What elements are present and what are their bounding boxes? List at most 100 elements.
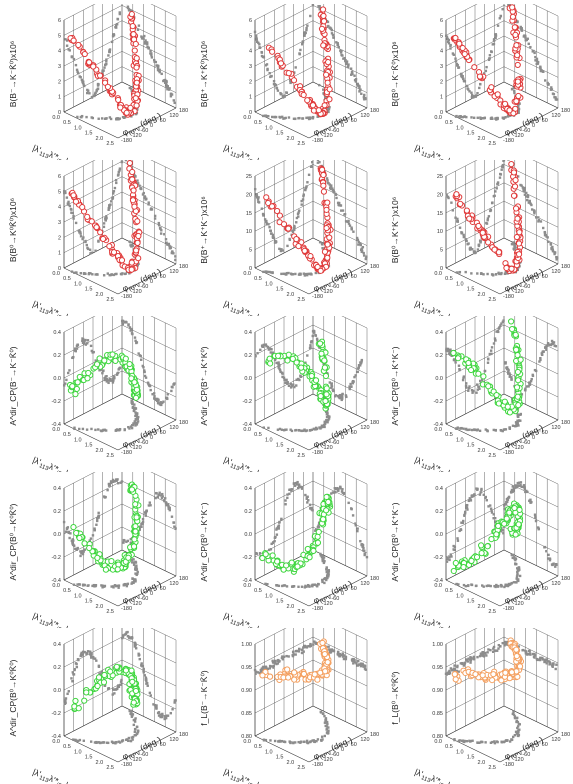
projection-point bbox=[162, 400, 165, 403]
z-tick-label: 1 bbox=[58, 251, 61, 257]
projection-point bbox=[78, 427, 81, 431]
projection-point bbox=[534, 59, 537, 62]
projection-point bbox=[271, 351, 275, 354]
projection-point bbox=[275, 533, 279, 536]
projection-point bbox=[326, 573, 329, 577]
projection-point bbox=[71, 211, 74, 215]
projection-point bbox=[502, 532, 505, 535]
projection-point bbox=[451, 209, 455, 212]
projection-point bbox=[342, 57, 345, 60]
z-tick-label: 0.2 bbox=[53, 665, 61, 671]
projection-point bbox=[510, 582, 513, 585]
projection-point bbox=[94, 428, 97, 432]
projection-point bbox=[460, 72, 463, 76]
projection-point bbox=[535, 216, 538, 219]
phi-tick-label: -180 bbox=[121, 294, 132, 300]
projection-point bbox=[288, 492, 291, 496]
projection-point bbox=[297, 585, 300, 588]
projection-point bbox=[273, 358, 277, 362]
projection-point bbox=[160, 715, 164, 719]
projection-point bbox=[96, 741, 100, 744]
data-point bbox=[488, 84, 495, 91]
gridline bbox=[121, 347, 177, 375]
projection-point bbox=[166, 243, 169, 246]
projection-point bbox=[354, 522, 357, 525]
data-point bbox=[508, 318, 515, 325]
projection-point bbox=[465, 382, 468, 385]
data-point bbox=[506, 509, 513, 516]
projection-point bbox=[97, 117, 100, 120]
projection-point bbox=[284, 381, 287, 385]
projection-point bbox=[169, 95, 173, 98]
projection-point bbox=[132, 581, 135, 585]
data-point bbox=[259, 554, 266, 562]
projection-point bbox=[157, 402, 160, 405]
projection-point bbox=[504, 116, 507, 119]
projection-point bbox=[73, 347, 77, 350]
data-point bbox=[491, 246, 498, 253]
projection-point bbox=[325, 578, 328, 582]
projection-point bbox=[553, 96, 556, 99]
projection-point bbox=[86, 339, 90, 342]
projection-point bbox=[103, 66, 106, 69]
projection-point bbox=[130, 89, 134, 93]
phi-tick-label: 0 bbox=[341, 435, 344, 441]
x-tick-label: 1.0 bbox=[265, 437, 273, 443]
projection-point bbox=[492, 428, 495, 432]
data-point bbox=[107, 668, 114, 675]
projection-point bbox=[556, 98, 559, 101]
projection-point bbox=[508, 372, 511, 375]
projection-point bbox=[101, 371, 104, 375]
projection-point bbox=[287, 271, 290, 275]
projection-point bbox=[118, 367, 121, 370]
projection-point bbox=[478, 86, 481, 90]
projection-point bbox=[306, 273, 309, 277]
projection-point bbox=[503, 504, 506, 507]
x-tick-label: 2.0 bbox=[287, 760, 295, 766]
data-point bbox=[453, 191, 460, 198]
projection-point bbox=[153, 397, 156, 400]
projection-point bbox=[514, 246, 517, 249]
projection-point bbox=[266, 582, 269, 586]
projection-point bbox=[505, 366, 508, 369]
phi-tick-label: 120 bbox=[360, 269, 369, 275]
projection-point bbox=[353, 375, 356, 379]
data-point bbox=[314, 539, 322, 546]
phi-axis-label: φRPV(deg.) bbox=[502, 578, 545, 607]
projection-point bbox=[345, 60, 349, 63]
projection-point bbox=[357, 243, 360, 246]
projection-point bbox=[543, 545, 547, 549]
projection-point bbox=[155, 397, 159, 401]
data-point bbox=[514, 215, 521, 222]
data-point bbox=[301, 247, 308, 254]
projection-point bbox=[130, 426, 134, 430]
projection-point bbox=[517, 107, 520, 111]
x-axis-label: |λ'113λ'*i22| x10-3 bbox=[31, 611, 90, 628]
data-point bbox=[465, 359, 472, 367]
projection-point bbox=[326, 421, 329, 424]
data-point bbox=[515, 377, 522, 384]
phi-tick-label: -180 bbox=[121, 138, 132, 144]
projection-point bbox=[78, 583, 81, 586]
projection-point bbox=[501, 529, 504, 532]
projection-point bbox=[360, 358, 364, 362]
projection-point bbox=[504, 584, 507, 588]
projection-point bbox=[132, 563, 136, 566]
x-tick-label: 2.5 bbox=[297, 609, 305, 615]
projection-point bbox=[331, 33, 335, 37]
phi-tick-label: -180 bbox=[503, 138, 514, 144]
projection-point bbox=[144, 39, 147, 42]
projection-point bbox=[359, 539, 362, 543]
data-point bbox=[475, 222, 482, 230]
projection-point bbox=[489, 50, 493, 53]
data-points bbox=[450, 4, 524, 117]
projection-point bbox=[458, 226, 462, 229]
projection-point bbox=[278, 521, 281, 524]
projection-point bbox=[172, 99, 175, 102]
projection-point bbox=[496, 182, 500, 185]
x-tick-label: 1.0 bbox=[456, 281, 464, 287]
projection-point bbox=[479, 116, 482, 119]
x-tick-label: 2.0 bbox=[96, 292, 104, 298]
z-tick-label: 0.0 bbox=[244, 532, 252, 538]
projection-point bbox=[98, 672, 101, 675]
